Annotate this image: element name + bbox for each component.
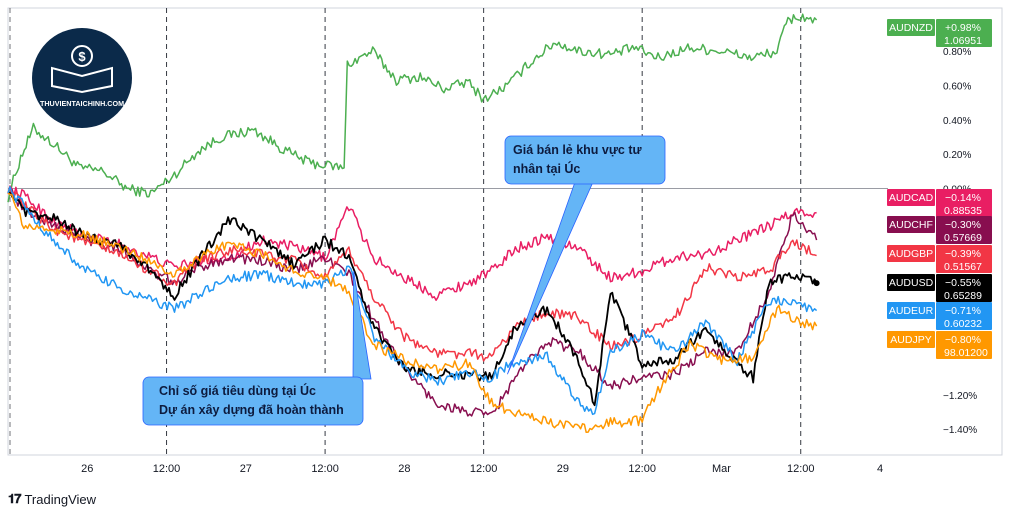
legend-price: 0.51567 <box>944 261 982 273</box>
tradingview-footer: 𝟏𝟕 TradingView <box>8 491 96 507</box>
annotation-box <box>504 135 666 185</box>
legend-name-audusd: AUDUSD <box>889 277 934 289</box>
annotation-text: Giá bán lẻ khu vực tư <box>513 143 643 157</box>
x-tick-label: 12:00 <box>628 463 656 475</box>
legend-value-box <box>936 189 992 217</box>
x-tick-label: 12:00 <box>153 463 181 475</box>
y-tick-label: 0.40% <box>943 116 971 127</box>
legend-change: +0.98% <box>945 22 981 34</box>
y-tick-label: −1.20% <box>943 391 977 402</box>
y-tick-label: −1.40% <box>943 425 977 436</box>
legend-name-audjpy: AUDJPY <box>890 334 931 346</box>
legend-name-audchf: AUDCHF <box>889 219 933 231</box>
legend-value-box <box>936 245 992 273</box>
legend-name-audeur: AUDEUR <box>889 305 934 317</box>
legend-change: −0.14% <box>945 192 981 204</box>
series-line-audgbp <box>7 186 817 362</box>
y-tick-label: 0.80% <box>943 47 971 58</box>
x-tick-label: 12:00 <box>311 463 339 475</box>
series-line-audnzd <box>7 13 818 203</box>
y-tick-label: 0.20% <box>943 150 971 161</box>
logo-coin-icon <box>71 45 93 67</box>
legend-name-box <box>887 245 935 262</box>
legend-price: 98.01200 <box>944 347 988 359</box>
legend-name-audnzd: AUDNZD <box>889 22 933 34</box>
x-tick-label: 29 <box>557 463 569 475</box>
logo-text: THUVIENTAICHINH.COM <box>40 99 124 108</box>
series-line-audeur <box>7 186 818 416</box>
x-tick-label: Mar <box>712 463 731 475</box>
legend-value-box <box>936 331 992 359</box>
legend-name-box <box>887 331 935 348</box>
tradingview-label: TradingView <box>24 491 97 507</box>
legend-value-box <box>936 19 992 47</box>
series-line-audcad <box>7 185 817 301</box>
series-end-dot <box>813 280 820 287</box>
legend-change: −0.71% <box>945 305 981 317</box>
legend-value-box <box>936 274 992 302</box>
legend-name-box <box>887 216 935 233</box>
legend-change: −0.55% <box>945 277 981 289</box>
legend-change: −0.80% <box>945 334 981 346</box>
logo-dollar-icon: $ <box>78 49 86 64</box>
legend-price: 0.60232 <box>944 318 982 330</box>
annotation-text: Chỉ số giá tiêu dùng tại Úc <box>159 383 316 398</box>
legend-price: 0.57669 <box>944 232 982 244</box>
annotation-box <box>142 376 364 426</box>
logo-book-icon <box>51 66 113 94</box>
legend-price: 0.65289 <box>944 290 982 302</box>
legend-name-audcad: AUDCAD <box>889 192 934 204</box>
x-tick-label: 28 <box>398 463 410 475</box>
legend-change: −0.30% <box>945 219 981 231</box>
series-line-audjpy <box>7 192 818 434</box>
logo-circle <box>32 28 132 128</box>
legend-price: 0.88535 <box>944 205 982 217</box>
legend-name-audgbp: AUDGBP <box>889 248 933 260</box>
legend-value-box <box>936 216 992 244</box>
legend-name-box <box>887 189 935 206</box>
x-tick-label: 27 <box>240 463 252 475</box>
y-tick-label: 0.60% <box>943 81 971 92</box>
legend-name-box <box>887 19 935 36</box>
legend-name-box <box>887 302 935 319</box>
tradingview-icon: 𝟏𝟕 <box>8 491 22 506</box>
legend-price: 1.06951 <box>944 35 982 47</box>
x-tick-label: 26 <box>81 463 93 475</box>
annotation-text: Dự án xây dựng đã hoàn thành <box>159 403 344 417</box>
legend-value-box <box>936 302 992 330</box>
legend-name-box <box>887 274 935 291</box>
x-tick-label: 12:00 <box>787 463 815 475</box>
annotation-text: nhân tại Úc <box>513 161 580 176</box>
series-line-audusd <box>7 192 818 407</box>
legend-change: −0.39% <box>945 248 981 260</box>
x-tick-label: 12:00 <box>470 463 498 475</box>
x-tick-label: 4 <box>877 463 883 475</box>
